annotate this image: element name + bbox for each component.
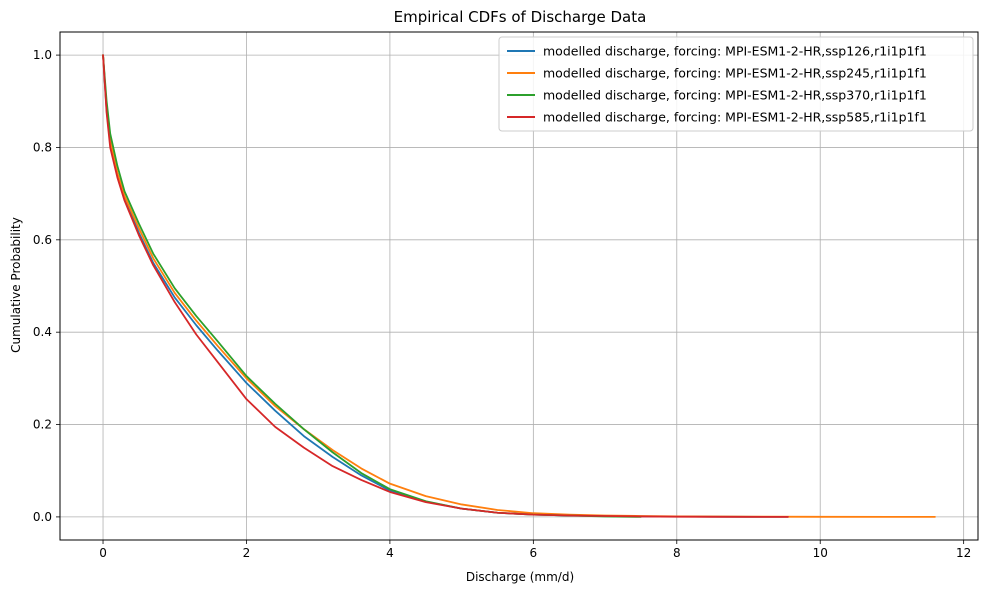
y-tick-label: 0.4 — [33, 325, 52, 339]
y-axis-label: Cumulative Probability — [9, 217, 23, 353]
y-axis-ticks: 0.0 0.2 0.4 0.6 0.8 1.0 — [33, 48, 60, 524]
x-tick-label: 2 — [243, 546, 251, 560]
y-tick-label: 0.0 — [33, 510, 52, 524]
legend-box — [498, 36, 974, 132]
x-tick-label: 10 — [813, 546, 828, 560]
x-tick-label: 12 — [956, 546, 971, 560]
y-tick-label: 0.6 — [33, 233, 52, 247]
x-axis-label: Discharge (mm/d) — [466, 570, 574, 584]
legend-label-2: modelled discharge, forcing: MPI-ESM1-2-… — [543, 66, 927, 81]
series-line-4 — [102, 54, 789, 518]
chart-title: Empirical CDFs of Discharge Data — [394, 8, 647, 26]
x-tick-label: 4 — [386, 546, 394, 560]
y-tick-label: 0.2 — [33, 418, 52, 432]
x-tick-label: 6 — [530, 546, 538, 560]
plot-frame — [59, 31, 979, 541]
legend-label-3: modelled discharge, forcing: MPI-ESM1-2-… — [543, 88, 927, 103]
series-lines — [102, 54, 936, 518]
legend: modelled discharge, forcing: MPI-ESM1-2-… — [498, 36, 974, 132]
x-axis-ticks: 0 2 4 6 8 10 12 — [99, 540, 971, 560]
x-tick-label: 0 — [99, 546, 107, 560]
legend-label-4: modelled discharge, forcing: MPI-ESM1-2-… — [543, 110, 927, 125]
y-tick-label: 0.8 — [33, 140, 52, 154]
legend-label-1: modelled discharge, forcing: MPI-ESM1-2-… — [543, 44, 927, 59]
y-tick-label: 1.0 — [33, 48, 52, 62]
grid-lines — [60, 32, 978, 540]
x-tick-label: 8 — [673, 546, 681, 560]
